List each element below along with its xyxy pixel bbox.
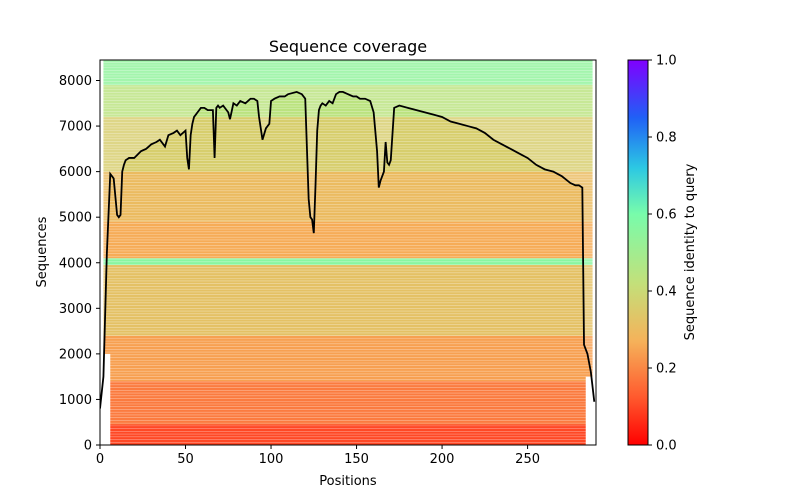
- x-axis-label: Positions: [319, 474, 377, 489]
- identity-band: [103, 424, 593, 445]
- identity-band: [103, 116, 593, 172]
- y-axis-label: Sequences: [35, 216, 50, 287]
- blank-region: [100, 353, 111, 445]
- plot-frame: [99, 59, 597, 446]
- identity-band: [103, 265, 593, 336]
- x-tick-label: 250: [515, 452, 540, 467]
- y-tick-label: 8000: [59, 74, 92, 89]
- y-axis: 0 1000 2000 3000 4000 5000 6000 7000 8000: [59, 74, 100, 454]
- colorbar-tick-label: 0.2: [656, 362, 677, 377]
- x-tick-label: 50: [177, 452, 194, 467]
- colorbar-tick-label: 0.0: [656, 439, 677, 454]
- x-axis: 0 50 100 150 200 250: [96, 445, 540, 467]
- colorbar-tick-label: 1.0: [656, 54, 677, 69]
- chart-title: Sequence coverage: [269, 37, 427, 56]
- y-tick-label: 6000: [59, 165, 92, 180]
- colorbar-tick-label: 0.6: [656, 208, 677, 223]
- identity-band: [103, 171, 593, 222]
- identity-band: [103, 221, 593, 259]
- colorbar-tick-label: 0.8: [656, 131, 677, 146]
- colorbar-tick-label: 0.4: [656, 285, 677, 300]
- identity-band: [103, 85, 593, 117]
- y-tick-label: 0: [84, 439, 92, 454]
- colorbar-ticks: 0.0 0.2 0.4 0.6 0.8 1.0: [648, 54, 677, 454]
- colorbar-gradient: [627, 59, 649, 446]
- identity-band: [103, 258, 593, 266]
- coverage-line-layer: [100, 90, 596, 409]
- x-tick-label: 100: [259, 452, 284, 467]
- y-tick-label: 3000: [59, 302, 92, 317]
- x-tick-label: 150: [344, 452, 369, 467]
- sparse-overlay: [100, 60, 596, 409]
- x-tick-label: 200: [430, 452, 455, 467]
- y-tick-label: 7000: [59, 120, 92, 135]
- x-tick-label: 0: [96, 452, 104, 467]
- identity-band: [103, 60, 593, 86]
- y-tick-label: 2000: [59, 347, 92, 362]
- identity-band: [103, 381, 593, 425]
- blank-region: [585, 376, 596, 445]
- coverage-heatmap: [100, 60, 596, 445]
- colorbar-label: Sequence identity to query: [683, 163, 698, 340]
- coverage-line: [100, 90, 596, 409]
- plot-area: [99, 59, 597, 446]
- identity-band: [103, 335, 593, 382]
- colorbar: 0.0 0.2 0.4 0.6 0.8 1.0 Sequence identity to …: [627, 54, 698, 454]
- y-tick-label: 5000: [59, 211, 92, 226]
- y-tick-label: 1000: [59, 393, 92, 408]
- y-tick-label: 4000: [59, 256, 92, 271]
